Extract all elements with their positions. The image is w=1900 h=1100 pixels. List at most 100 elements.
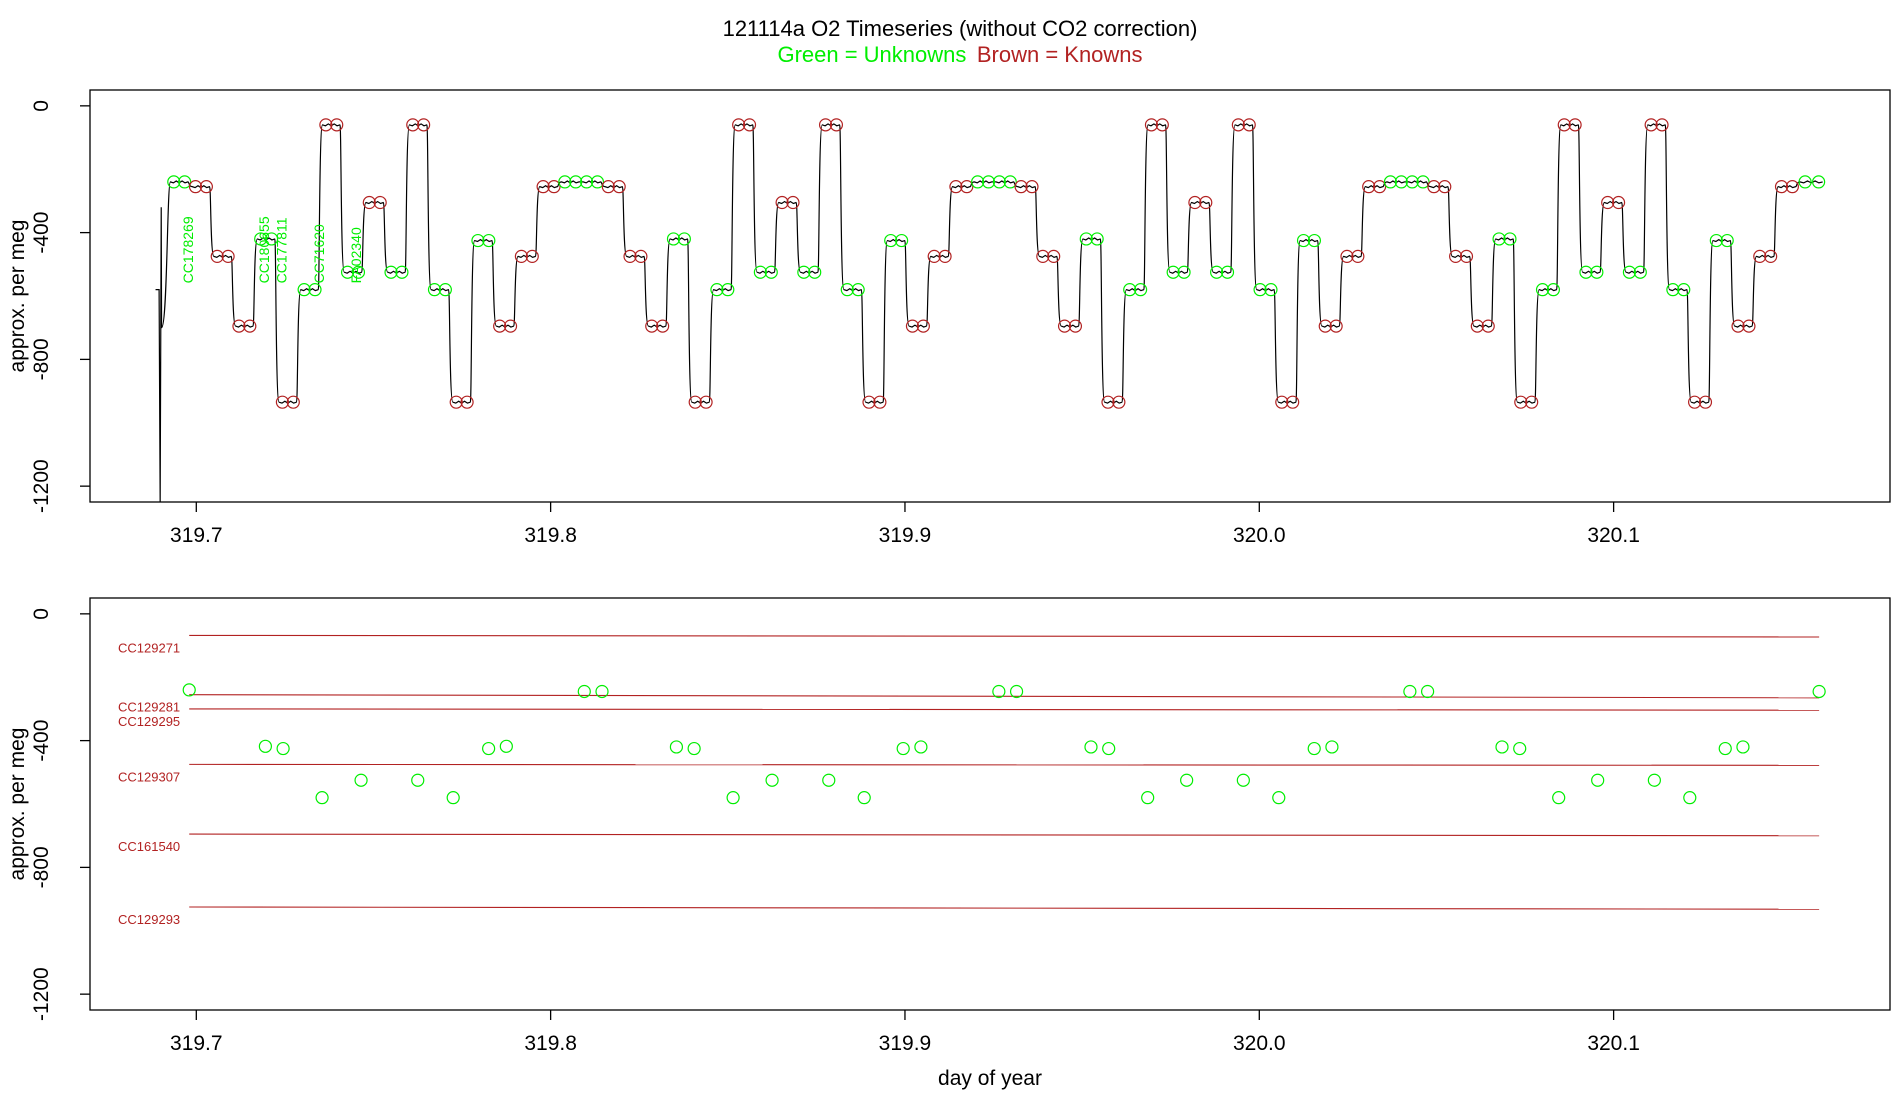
known-point	[1101, 395, 1115, 409]
unknown-point	[427, 283, 442, 297]
known-point	[818, 118, 833, 132]
unknown-point	[482, 741, 496, 756]
known-point	[634, 249, 648, 263]
y-axis-label: approx. per meg	[6, 728, 29, 881]
unknown-point	[1683, 791, 1697, 805]
unknown-point	[276, 741, 290, 756]
known-point	[188, 180, 203, 194]
known-point	[449, 395, 463, 409]
x-tick-label: 319.7	[170, 1032, 223, 1055]
known-point	[905, 319, 920, 333]
known-point	[688, 395, 702, 409]
unknown-point	[1736, 740, 1750, 754]
unknown-point	[666, 232, 681, 246]
known-point	[1698, 395, 1713, 409]
known-point	[460, 395, 474, 409]
reference-label: CC129295	[118, 714, 180, 729]
reference-label: CC129307	[118, 769, 180, 784]
known-point	[1557, 118, 1571, 132]
unknown-point	[1666, 283, 1680, 297]
reference-line	[189, 694, 1820, 699]
unknown-point	[595, 684, 609, 699]
known-point	[210, 249, 224, 263]
known-point	[1155, 118, 1169, 132]
unknown-point	[914, 740, 928, 754]
unknown-point	[1535, 283, 1550, 297]
known-point	[1231, 118, 1245, 132]
x-tick-label: 320.0	[1233, 524, 1286, 547]
known-point	[1362, 180, 1376, 194]
unknown-point	[1236, 773, 1250, 787]
unknown-point	[1579, 265, 1593, 279]
unknown-point	[1166, 265, 1180, 279]
x-axis-label: day of year	[938, 1067, 1042, 1090]
unknown-point	[297, 283, 311, 297]
unknown-point	[753, 265, 767, 279]
known-point	[873, 395, 887, 409]
unknown-point	[797, 265, 811, 279]
known-point	[1329, 319, 1343, 333]
known-point	[514, 249, 529, 263]
known-point	[699, 395, 713, 409]
unknown-point	[482, 233, 496, 248]
unknown-point	[1720, 233, 1734, 248]
x-tick-label: 319.8	[524, 1032, 577, 1055]
unknown-point	[1633, 265, 1647, 279]
known-point	[1014, 180, 1028, 194]
unknown-point	[1090, 232, 1104, 246]
known-point	[525, 249, 539, 263]
x-tick-label: 320.1	[1587, 1032, 1640, 1055]
unknown-point	[1677, 283, 1691, 297]
unknown-point	[411, 773, 425, 787]
y-tick-label: 0	[30, 100, 53, 112]
unknown-point	[981, 175, 996, 189]
unknown-point	[1416, 175, 1430, 189]
unknown-point	[1102, 741, 1116, 756]
unknown-point	[1272, 791, 1286, 805]
known-point	[417, 118, 431, 132]
unknown-point	[1503, 232, 1517, 246]
known-point	[1525, 395, 1539, 409]
legend-unknowns: Green = Unknowns	[777, 42, 966, 67]
unknown-point	[710, 283, 724, 297]
unknown-point	[1220, 265, 1235, 279]
known-point	[1112, 395, 1126, 409]
unknown-point	[1325, 740, 1339, 754]
unknown-point	[438, 283, 452, 297]
known-point	[829, 118, 844, 132]
known-point	[406, 118, 420, 132]
unknown-point	[167, 175, 181, 189]
known-point	[732, 118, 746, 132]
sample-label: CC178269	[180, 216, 196, 283]
unknown-point	[1079, 232, 1093, 246]
known-point	[742, 118, 757, 132]
known-point	[199, 180, 213, 194]
known-point	[1764, 249, 1778, 263]
unknown-point	[1264, 283, 1278, 297]
unknown-point	[446, 791, 460, 805]
unknown-point	[895, 233, 909, 248]
known-point	[786, 195, 800, 210]
known-point	[960, 180, 974, 194]
unknown-point	[1590, 265, 1604, 279]
known-point	[1188, 195, 1202, 210]
unknown-point	[765, 773, 779, 787]
unknown-point	[822, 773, 836, 787]
unknown-point	[1177, 265, 1191, 279]
unknown-point	[384, 265, 398, 279]
sample-label: CC180655	[256, 216, 272, 283]
known-point	[1644, 118, 1658, 132]
unknown-point	[1420, 684, 1435, 699]
known-point	[1068, 319, 1083, 333]
unknown-point	[569, 175, 583, 189]
sample-label: CC177811	[274, 217, 290, 283]
unknown-point	[315, 791, 329, 805]
known-point	[916, 319, 930, 333]
x-tick-label: 319.8	[524, 524, 577, 547]
unknown-point	[178, 175, 192, 189]
unknown-point	[577, 684, 591, 699]
x-tick-label: 320.0	[1233, 1032, 1286, 1055]
known-point	[1785, 180, 1799, 194]
known-point	[1470, 319, 1484, 333]
